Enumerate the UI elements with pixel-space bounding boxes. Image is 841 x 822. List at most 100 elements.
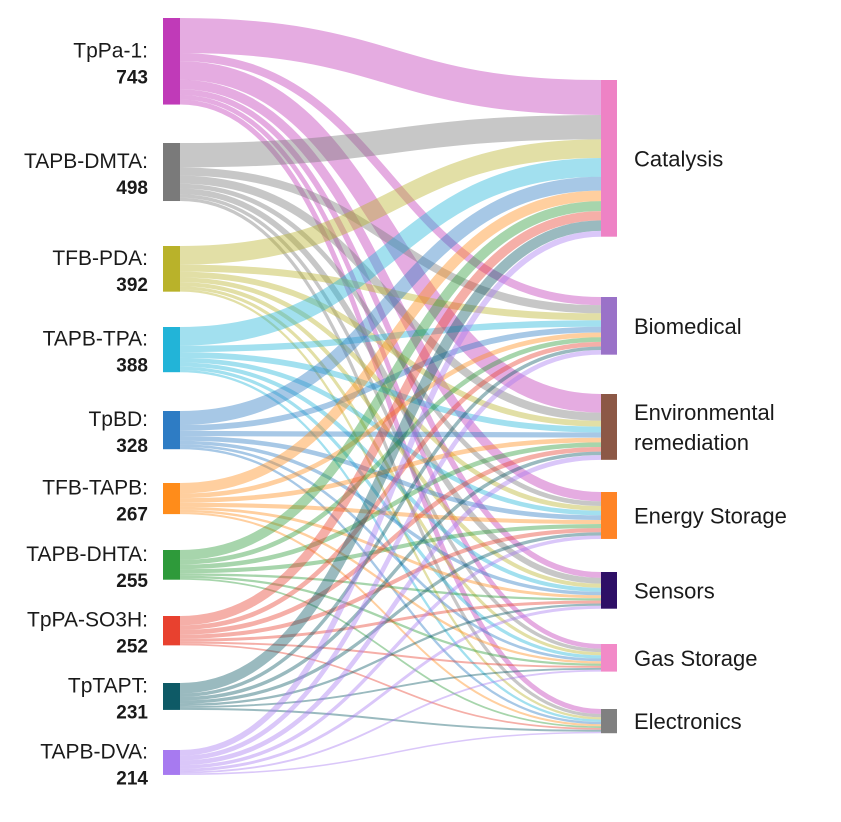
source-count: 388 xyxy=(116,356,148,377)
flow-tapb-dva-to-catalysis xyxy=(179,230,602,756)
flow-tptapt-to-biomedical xyxy=(179,346,602,697)
flow-tapb-tpa-to-biomedical xyxy=(179,320,602,353)
flow-links xyxy=(179,18,602,775)
flow-tfb-pda-to-catalysis xyxy=(179,139,602,265)
flow-tptapt-to-sensors xyxy=(179,603,602,707)
source-node-tfb-tapb xyxy=(163,483,180,515)
target-label: Gas Storage xyxy=(634,646,758,671)
flow-tpbd-to-catalysis xyxy=(179,176,602,425)
flow-tfb-tapb-to-electronics xyxy=(179,512,602,727)
flow-tppa-1-to-biomedical xyxy=(179,52,602,306)
target-node-sensors xyxy=(601,572,617,609)
flow-tppa-so3h-to-sensors xyxy=(179,600,602,642)
node-labels: TpPa-1: 743 TAPB-DMTA: 498 TFB-PDA: 392 TAPB-T… xyxy=(24,39,787,789)
source-count: 231 xyxy=(116,702,148,723)
target-label: remediation xyxy=(634,430,749,455)
flow-tfb-tapb-to-environmental-remediation xyxy=(179,437,602,503)
flow-tfb-pda-to-gas-storage xyxy=(179,286,602,656)
target-label: Energy Storage xyxy=(634,503,787,528)
flow-tapb-dva-to-energy-storage xyxy=(179,535,602,769)
source-label: TFB-PDA: xyxy=(52,247,148,270)
target-label: Environmental xyxy=(634,400,775,425)
target-label: Catalysis xyxy=(634,146,723,171)
target-label: Electronics xyxy=(634,709,742,734)
flow-tapb-tpa-to-electronics xyxy=(179,369,602,722)
source-count: 328 xyxy=(116,436,148,457)
flow-tppa-1-to-catalysis xyxy=(179,18,602,115)
flow-tppa-1-to-sensors xyxy=(179,89,602,578)
target-nodes xyxy=(601,80,617,734)
source-label: TpPA-SO3H: xyxy=(27,609,148,632)
source-label: TAPB-DVA: xyxy=(40,740,148,763)
flow-tppa-1-to-electronics xyxy=(179,99,602,715)
flow-tfb-tapb-to-energy-storage xyxy=(179,502,602,525)
flow-tapb-dhta-to-gas-storage xyxy=(179,575,602,666)
source-node-tapb-tpa xyxy=(163,327,180,373)
flow-tfb-pda-to-sensors xyxy=(179,282,602,588)
flow-tppa-so3h-to-energy-storage xyxy=(179,528,602,639)
flow-tfb-pda-to-biomedical xyxy=(179,264,602,321)
source-node-tppa-1 xyxy=(163,18,180,105)
flow-tppa-1-to-environmental-remediation xyxy=(179,61,602,413)
flow-tapb-dva-to-electronics xyxy=(179,731,602,775)
flow-tpbd-to-electronics xyxy=(179,446,602,725)
flow-tapb-dmta-to-environmental-remediation xyxy=(179,175,602,421)
target-node-energy-storage xyxy=(601,492,617,539)
source-count: 392 xyxy=(116,275,148,296)
flow-tapb-dva-to-biomedical xyxy=(179,350,602,761)
flow-tppa-so3h-to-catalysis xyxy=(179,211,602,626)
flow-tapb-tpa-to-sensors xyxy=(179,362,602,592)
flow-tpbd-to-sensors xyxy=(179,440,602,596)
flow-tapb-dmta-to-energy-storage xyxy=(179,183,602,506)
source-nodes xyxy=(163,18,180,775)
flow-tfb-tapb-to-catalysis xyxy=(179,190,602,494)
source-label: TpTAPT: xyxy=(68,674,148,697)
flow-tpbd-to-gas-storage xyxy=(179,444,602,662)
flow-tpbd-to-energy-storage xyxy=(179,436,602,520)
flow-tapb-dhta-to-catalysis xyxy=(179,201,602,560)
target-node-biomedical xyxy=(601,297,617,355)
flow-tapb-dmta-to-biomedical xyxy=(179,167,602,314)
flow-tptapt-to-energy-storage xyxy=(179,532,602,704)
source-label: TpPa-1: xyxy=(73,39,148,62)
flow-tfb-tapb-to-biomedical xyxy=(179,332,602,499)
flow-tfb-tapb-to-gas-storage xyxy=(179,509,602,664)
flow-tptapt-to-environmental-remediation xyxy=(179,451,602,701)
flow-tfb-pda-to-electronics xyxy=(179,289,602,720)
target-node-gas-storage xyxy=(601,644,617,672)
flow-tapb-dhta-to-environmental-remediation xyxy=(179,442,602,570)
flow-tfb-pda-to-environmental-remediation xyxy=(179,271,602,427)
flow-tppa-so3h-to-environmental-remediation xyxy=(179,447,602,635)
source-node-tptapt xyxy=(163,683,180,710)
source-count: 252 xyxy=(116,637,148,658)
flow-tapb-dhta-to-energy-storage xyxy=(179,524,602,574)
flow-tppa-1-to-energy-storage xyxy=(179,79,602,502)
source-label: TAPB-DMTA: xyxy=(24,150,148,173)
source-count: 498 xyxy=(116,178,148,199)
source-count: 255 xyxy=(116,571,148,592)
source-label: TAPB-TPA: xyxy=(43,328,148,351)
flow-tapb-dhta-to-biomedical xyxy=(179,337,602,565)
flow-tfb-tapb-to-sensors xyxy=(179,506,602,599)
flow-tapb-tpa-to-gas-storage xyxy=(179,366,602,659)
source-label: TFB-TAPB: xyxy=(42,477,148,500)
flow-tfb-pda-to-energy-storage xyxy=(179,277,602,511)
flow-tppa-so3h-to-gas-storage xyxy=(179,641,602,668)
flow-tppa-so3h-to-biomedical xyxy=(179,341,602,630)
flow-tppa-1-to-gas-storage xyxy=(179,94,602,649)
flow-tptapt-to-catalysis xyxy=(179,220,602,694)
flow-tpbd-to-biomedical xyxy=(179,326,602,431)
flow-tapb-dva-to-environmental-remediation xyxy=(179,455,602,766)
flow-tapb-tpa-to-energy-storage xyxy=(179,357,602,516)
flow-tapb-dmta-to-gas-storage xyxy=(179,194,602,653)
flow-tapb-dva-to-sensors xyxy=(179,605,602,772)
flow-tptapt-to-electronics xyxy=(179,707,602,732)
source-node-tapb-dmta xyxy=(163,143,180,202)
flow-tapb-dmta-to-electronics xyxy=(179,197,602,718)
flow-tapb-dmta-to-catalysis xyxy=(179,114,602,168)
target-label: Sensors xyxy=(634,578,715,603)
target-node-catalysis xyxy=(601,80,617,237)
flow-tapb-dmta-to-sensors xyxy=(179,188,602,584)
flow-tapb-tpa-to-catalysis xyxy=(179,158,602,346)
